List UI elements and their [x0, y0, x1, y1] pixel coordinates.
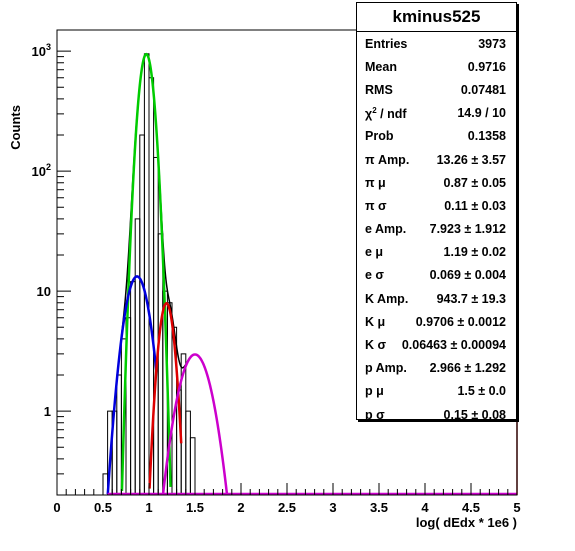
histogram-bin	[116, 374, 122, 496]
fit-component-curve	[120, 52, 172, 491]
stats-row-value: 0.1358	[467, 129, 506, 144]
x-tick-label: 1.5	[186, 500, 204, 515]
x-tick-label: 4	[421, 500, 429, 515]
stats-row-label: e Amp.	[365, 222, 407, 237]
x-axis-label: log( dEdx * 1e6 )	[416, 515, 517, 530]
stats-row: RMS 0.07481	[357, 78, 516, 101]
stats-row-value: 943.7 ± 19.3	[436, 291, 506, 306]
stats-row: e σ 0.069 ± 0.004	[357, 264, 516, 287]
histogram-bin	[134, 218, 141, 496]
fit-component-curve	[161, 353, 229, 495]
stats-title: kminus525	[357, 3, 516, 32]
stats-row-label: Prob	[365, 129, 394, 144]
stats-row-value: 0.07481	[460, 82, 506, 97]
stats-row-label: p Amp.	[365, 361, 407, 376]
stats-row-value: 3973	[478, 36, 506, 51]
stats-row-label-sup: 2	[372, 105, 377, 115]
histogram-bin	[143, 53, 150, 496]
stats-row-label: e σ	[365, 268, 384, 283]
stats-row: e μ 1.19 ± 0.02	[357, 241, 516, 264]
stats-row-value: 0.069 ± 0.004	[429, 268, 506, 283]
x-tick-label: 5	[513, 500, 520, 515]
stats-row: Entries 3973	[357, 32, 516, 55]
stats-row-label: K σ	[365, 338, 387, 353]
y-axis-label: Counts	[8, 105, 23, 150]
stats-row: π μ 0.87 ± 0.05	[357, 171, 516, 194]
x-tick-label: 4.5	[462, 500, 480, 515]
x-tick-label: 2.5	[278, 500, 296, 515]
x-tick-label: 3	[329, 500, 336, 515]
stats-row-label: e μ	[365, 245, 384, 260]
fit-curves-layer	[106, 52, 518, 496]
histogram-bin	[157, 233, 164, 496]
stats-row: π σ 0.11 ± 0.03	[357, 194, 516, 217]
x-tick-label: 3.5	[370, 500, 388, 515]
y-tick-label: 1	[44, 404, 51, 419]
stats-row-value: 13.26 ± 3.57	[436, 152, 506, 167]
stats-row-value: 0.9716	[467, 59, 506, 74]
stats-row: p σ 0.15 ± 0.08	[357, 403, 516, 426]
stats-row-label: p μ	[365, 384, 384, 399]
y-tick-label: 10	[37, 284, 51, 299]
stats-box: kminus525 Entries 3973 Mean 0.9716 RMS 0.0748…	[356, 2, 517, 422]
x-tick-label: 0.5	[94, 500, 112, 515]
stats-row-label: π μ	[365, 175, 386, 190]
stats-row-label: π Amp.	[365, 152, 410, 167]
stats-row-value: 14.9 / 10	[457, 106, 506, 121]
stats-row-value: 1.5 ± 0.0	[457, 384, 506, 399]
stats-row: K σ 0.06463 ± 0.00094	[357, 333, 516, 356]
stats-row-value: 0.87 ± 0.05	[443, 175, 506, 190]
x-tick-label: 0	[53, 500, 60, 515]
stats-row: p Amp. 2.966 ± 1.292	[357, 357, 516, 380]
y-tick-label: 102	[32, 162, 51, 179]
stats-row-label: χ2 / ndf	[365, 105, 407, 121]
histogram-bin	[185, 410, 191, 496]
histogram-bin	[189, 437, 196, 496]
stats-row-value: 0.11 ± 0.03	[444, 198, 506, 213]
stats-row-label: K μ	[365, 314, 386, 329]
fit-component-curve	[148, 301, 183, 489]
stats-row: K μ 0.9706 ± 0.0012	[357, 310, 516, 333]
stats-rows: Entries 3973 Mean 0.9716 RMS 0.07481 χ2 / ndf 1…	[357, 32, 516, 426]
histogram-bin	[153, 156, 159, 496]
stats-row-label: Entries	[365, 36, 408, 51]
fit-component-curve	[106, 275, 158, 495]
stats-row-label: π σ	[365, 198, 387, 213]
histogram-bin	[139, 134, 145, 496]
histogram-bin	[130, 281, 136, 496]
stats-row: Mean 0.9716	[357, 55, 516, 78]
stats-row-value: 7.923 ± 1.912	[429, 222, 506, 237]
stats-row-value: 0.15 ± 0.08	[443, 407, 506, 422]
stats-row: K Amp. 943.7 ± 19.3	[357, 287, 516, 310]
stats-row: χ2 / ndf 14.9 / 10	[357, 102, 516, 125]
stats-row-value: 0.9706 ± 0.0012	[415, 314, 506, 329]
x-tick-label: 1	[145, 500, 152, 515]
stats-row: p μ 1.5 ± 0.0	[357, 380, 516, 403]
stats-row-value: 2.966 ± 1.292	[429, 361, 506, 376]
stats-row-label: p σ	[365, 407, 385, 422]
stats-row-label: Mean	[365, 59, 397, 74]
stats-row: e Amp. 7.923 ± 1.912	[357, 218, 516, 241]
stats-row-label: RMS	[365, 82, 393, 97]
stats-row-label: K Amp.	[365, 291, 409, 306]
stats-row: Prob 0.1358	[357, 125, 516, 148]
stats-row: π Amp. 13.26 ± 3.57	[357, 148, 516, 171]
stats-row-value: 0.06463 ± 0.00094	[401, 338, 506, 353]
y-tick-label: 103	[32, 42, 51, 59]
stats-row-value: 1.19 ± 0.02	[443, 245, 506, 260]
x-tick-label: 2	[237, 500, 244, 515]
